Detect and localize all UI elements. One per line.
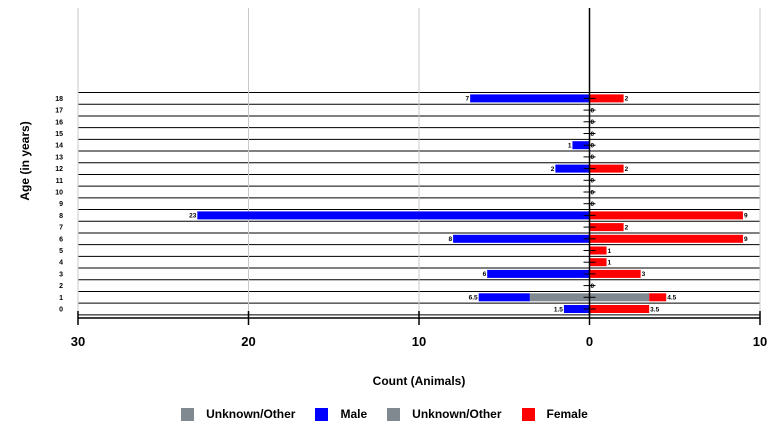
center-axis [583,8,596,315]
bar-label-left: 6 [483,271,487,278]
bar-male-age-12 [555,164,590,173]
bar-female-age-8 [589,211,743,220]
bar-label-right: 0 [591,119,595,126]
y-tick-label: 0 [59,307,63,314]
y-tick-label: 10 [55,190,63,197]
x-tick-label: 30 [71,334,85,349]
y-tick-label: 17 [55,108,63,115]
legend-label: Female [546,407,588,421]
bar-label-right: 1 [608,248,612,255]
bar-label-right: 4.5 [667,295,676,302]
y-tick-label: 13 [55,154,63,161]
y-tick-label: 5 [59,248,63,255]
bar-label-right: 0 [591,201,595,208]
legend-label: Unknown/Other [206,407,296,421]
bar-male-age-8 [197,211,590,220]
legend-item: Unknown/Other [387,407,502,421]
bar-label-right: 9 [744,236,748,243]
y-tick-label: 18 [55,96,63,103]
y-tick-label: 4 [59,260,63,267]
x-axis: 30 20 10 0 10 [71,311,767,349]
bar-male-age-1 [478,293,530,302]
bar-female-age-12 [589,164,624,173]
bar-female-age-7 [589,223,624,232]
y-tick-label: 14 [55,143,63,150]
bar-female-age-6 [589,234,743,243]
bar-label-right: 0 [591,143,595,150]
bars [197,94,743,313]
legend: Unknown/Other Male Unknown/Other Female [0,405,769,423]
bar-female-age-0 [589,305,650,313]
y-axis-title: Age (in years) [18,121,32,200]
bar-label-right: 3 [642,271,646,278]
bar-label-right: 3.5 [650,306,659,313]
bar-male-age-3 [487,269,590,278]
y-tick-label: 6 [59,236,63,243]
bar-label-right: 0 [591,107,595,114]
x-tick-label: 10 [753,334,767,349]
bar-label-right: 1 [608,260,612,267]
bar-label-right: 0 [591,131,595,138]
bar-label-right: 9 [744,213,748,220]
x-tick-label: 10 [412,334,426,349]
y-tick-label: 1 [59,295,63,302]
bar-label-left: 1.5 [554,306,563,313]
bar-male-age-6 [453,234,590,243]
legend-item: Unknown/Other [181,407,295,421]
bar-label-left: 1 [568,143,572,150]
bar-label-right: 2 [625,166,629,173]
legend-swatch [315,407,329,421]
legend-item: Female [521,407,588,421]
bar-label-right: 2 [625,224,629,231]
bar-male-age-0 [563,305,590,313]
y-tick-label: 3 [59,271,63,278]
legend-label: Unknown/Other [412,407,502,421]
y-tick-label: 2 [59,283,63,290]
y-tick-label: 8 [59,213,63,220]
bar-label-right: 0 [591,283,595,290]
y-tick-label: 7 [59,225,63,232]
legend-swatch [521,407,535,421]
bar-female-age-5 [589,246,607,255]
x-axis-title: Count (Animals) [373,374,466,388]
x-tick-label: 20 [241,334,255,349]
bar-value-labels: 1.5 3.5 6.5 4.5 0 6 3 1 1 8 9 2 23 9 0 0 0 2 2 0 1 0 0 0 0 7 2 [189,96,748,314]
bar-male-age-18 [470,94,590,103]
bar-label-left: 7 [466,96,470,103]
bar-label-right: 0 [591,178,595,185]
legend-label: Male [340,407,368,421]
bar-label-left: 23 [189,213,197,220]
bar-label-right: 0 [591,154,595,161]
bar-female-age-18 [589,94,624,103]
grid-lines [77,8,761,316]
bar-female-age-4 [589,258,607,267]
bar-male-age-14 [572,141,590,150]
bar-label-right: 0 [591,189,595,196]
bar-unknown-other-age-1 [529,293,590,302]
bar-label-left: 6.5 [469,295,478,302]
x-tick-label: 0 [586,334,593,349]
bar-female-age-3 [589,269,641,278]
y-tick-label: 16 [55,119,63,126]
bar-label-right: 2 [625,96,629,103]
y-tick-label: 11 [56,178,64,185]
legend-swatch [181,407,195,421]
legend-item: Male [315,407,367,421]
bar-label-left: 2 [551,166,555,173]
bar-female-age-1 [649,293,667,302]
legend-swatch [387,407,401,421]
bar-unknown-other-age-1 [589,293,650,302]
bar-label-left: 8 [448,236,452,243]
y-tick-label: 15 [55,131,63,138]
y-tick-label: 9 [59,201,63,208]
y-tick-label: 12 [55,166,63,173]
